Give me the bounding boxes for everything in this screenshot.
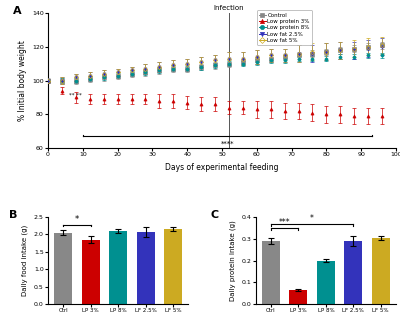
- Text: B: B: [9, 210, 17, 220]
- Bar: [137, 232, 154, 304]
- Bar: [317, 261, 335, 304]
- Text: *: *: [310, 214, 314, 223]
- Bar: [82, 240, 100, 304]
- Bar: [54, 233, 72, 304]
- Bar: [372, 238, 390, 304]
- Bar: [109, 231, 127, 304]
- Text: ****: ****: [220, 141, 234, 146]
- Y-axis label: Daily protein intake (g): Daily protein intake (g): [230, 220, 236, 301]
- X-axis label: Days of experimental feeding: Days of experimental feeding: [165, 163, 279, 172]
- Text: A: A: [13, 6, 22, 16]
- Text: ***: ***: [279, 218, 290, 228]
- Legend: Control, Low protein 3%, Low protein 8%, Low fat 2.5%, Low fat 5%: Control, Low protein 3%, Low protein 8%,…: [257, 10, 312, 45]
- Text: Infection: Infection: [214, 5, 244, 10]
- Text: C: C: [211, 210, 219, 220]
- Bar: [262, 241, 280, 304]
- Bar: [290, 290, 307, 304]
- Bar: [344, 241, 362, 304]
- Y-axis label: % Initial body weight: % Initial body weight: [18, 40, 26, 121]
- Bar: [164, 229, 182, 304]
- Text: ** **: ** **: [69, 93, 82, 98]
- Y-axis label: Daily food intake (g): Daily food intake (g): [22, 225, 28, 296]
- Text: *: *: [75, 215, 79, 224]
